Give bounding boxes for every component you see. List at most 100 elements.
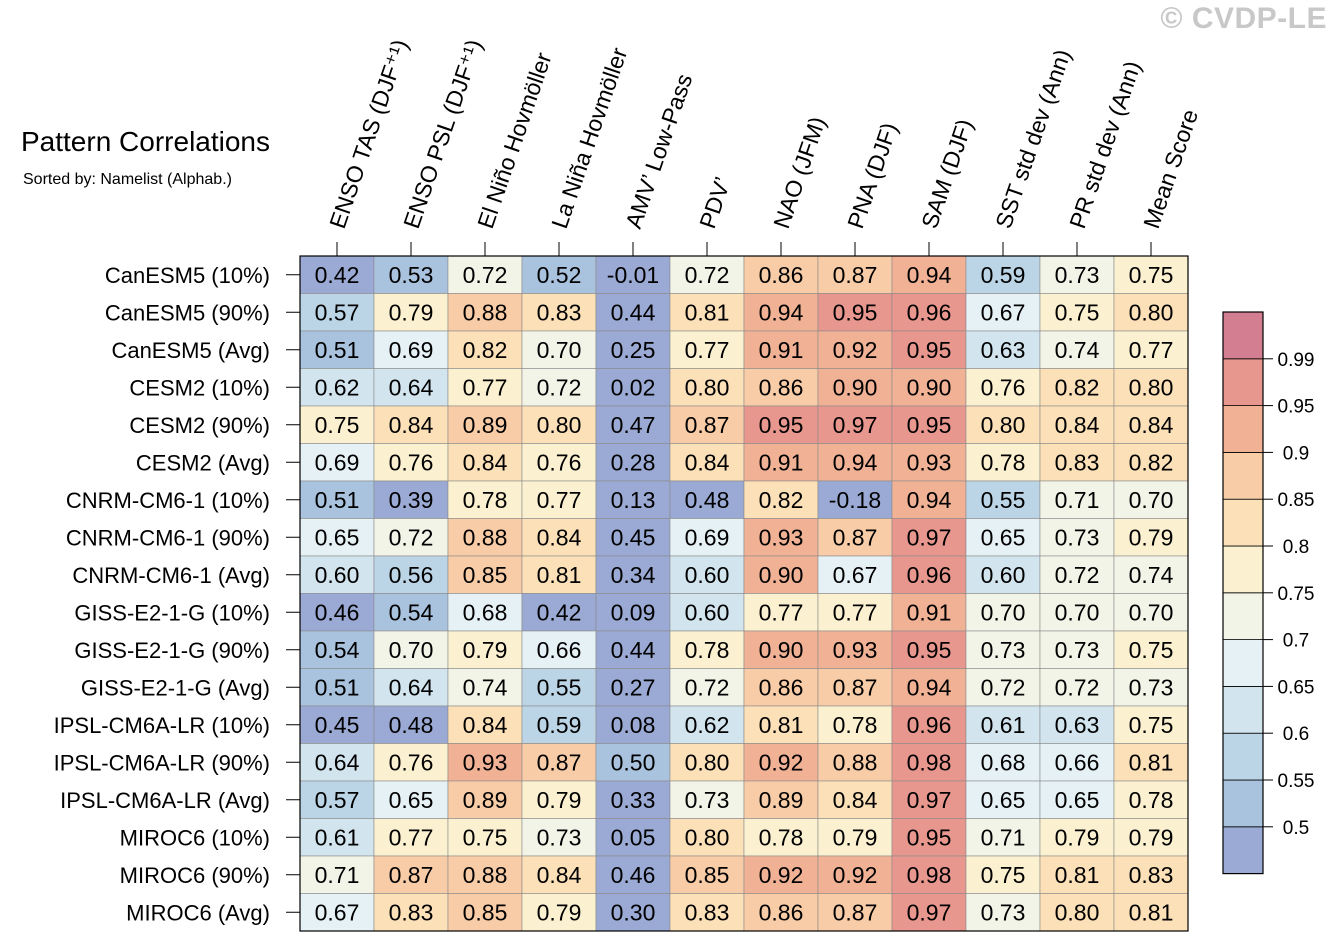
heatmap-cell bbox=[1039, 780, 1115, 819]
cell-value: 0.75 bbox=[315, 412, 360, 438]
heatmap-cell bbox=[521, 818, 597, 857]
cell-value: 0.28 bbox=[611, 449, 656, 475]
heatmap-cell bbox=[1039, 593, 1115, 632]
cell-value: 0.95 bbox=[833, 299, 878, 325]
heatmap-cell bbox=[743, 630, 819, 669]
cell-value: 0.93 bbox=[907, 449, 952, 475]
cell-value: 0.09 bbox=[611, 599, 656, 625]
heatmap-cell bbox=[447, 555, 523, 594]
cell-value: 0.47 bbox=[611, 412, 656, 438]
cell-value: 0.83 bbox=[537, 299, 582, 325]
cell-value: 0.59 bbox=[981, 262, 1026, 288]
heatmap-cell bbox=[447, 743, 523, 782]
heatmap-cell bbox=[373, 368, 449, 407]
cell-value: 0.81 bbox=[1129, 899, 1174, 925]
cell-value: 0.80 bbox=[1129, 374, 1174, 400]
row-label: MIROC6 (10%) bbox=[120, 825, 270, 850]
cell-value: -0.18 bbox=[829, 487, 881, 513]
row-label: CNRM-CM6-1 (10%) bbox=[66, 488, 270, 513]
cell-value: 0.84 bbox=[463, 712, 508, 738]
cell-value: 0.74 bbox=[1129, 562, 1174, 588]
heatmap-cell bbox=[1113, 668, 1189, 707]
cell-value: 0.68 bbox=[981, 749, 1026, 775]
heatmap-cell bbox=[299, 293, 375, 332]
heatmap-cell bbox=[595, 480, 671, 519]
column-label: El Niño Hovmöller bbox=[472, 49, 557, 232]
heatmap-cell bbox=[1039, 893, 1115, 932]
cell-value: 0.66 bbox=[1055, 749, 1100, 775]
heatmap-cell bbox=[891, 443, 967, 482]
cell-value: 0.51 bbox=[315, 674, 360, 700]
cell-value: 0.84 bbox=[463, 449, 508, 475]
heatmap-cell bbox=[891, 518, 967, 557]
heatmap-cell bbox=[447, 368, 523, 407]
heatmap-cell bbox=[1113, 630, 1189, 669]
heatmap-cell bbox=[373, 705, 449, 744]
cell-value: 0.65 bbox=[1055, 787, 1100, 813]
cell-value: 0.84 bbox=[833, 787, 878, 813]
heatmap-cell bbox=[447, 593, 523, 632]
cell-value: 0.77 bbox=[759, 599, 804, 625]
cell-value: 0.82 bbox=[1129, 449, 1174, 475]
cell-value: 0.87 bbox=[833, 524, 878, 550]
heatmap-cell bbox=[965, 555, 1041, 594]
heatmap-cell bbox=[743, 293, 819, 332]
cell-value: 0.75 bbox=[981, 862, 1026, 888]
cell-value: 0.89 bbox=[759, 787, 804, 813]
row-label: CanESM5 (90%) bbox=[105, 300, 270, 325]
cell-value: 0.95 bbox=[907, 637, 952, 663]
cell-value: 0.46 bbox=[611, 862, 656, 888]
cell-value: 0.25 bbox=[611, 337, 656, 363]
cell-value: 0.73 bbox=[981, 899, 1026, 925]
cell-value: 0.62 bbox=[315, 374, 360, 400]
row-label: CNRM-CM6-1 (90%) bbox=[66, 525, 270, 550]
heatmap-cell bbox=[965, 368, 1041, 407]
cell-value: 0.69 bbox=[389, 337, 434, 363]
column-label: PDV’ bbox=[694, 174, 736, 232]
heatmap-cell bbox=[299, 555, 375, 594]
heatmap-cell bbox=[891, 368, 967, 407]
cell-value: 0.78 bbox=[833, 712, 878, 738]
heatmap-cell bbox=[891, 705, 967, 744]
heatmap-cell bbox=[299, 855, 375, 894]
cell-value: 0.95 bbox=[759, 412, 804, 438]
cell-value: 0.67 bbox=[315, 899, 360, 925]
cell-value: 0.95 bbox=[907, 824, 952, 850]
cell-value: 0.97 bbox=[907, 787, 952, 813]
heatmap-cell bbox=[1113, 330, 1189, 369]
cell-value: 0.81 bbox=[759, 712, 804, 738]
heatmap-cell bbox=[447, 855, 523, 894]
heatmap-cell bbox=[817, 555, 893, 594]
row-label: GISS-E2-1-G (90%) bbox=[74, 638, 270, 663]
cell-value: 0.78 bbox=[759, 824, 804, 850]
cell-value: 0.87 bbox=[833, 899, 878, 925]
heatmap-cell bbox=[669, 818, 745, 857]
cell-value: 0.70 bbox=[389, 637, 434, 663]
heatmap-cell bbox=[669, 293, 745, 332]
cell-value: 0.73 bbox=[1055, 637, 1100, 663]
cell-value: 0.65 bbox=[981, 524, 1026, 550]
heatmap-cell bbox=[595, 668, 671, 707]
cell-value: 0.75 bbox=[1129, 262, 1174, 288]
heatmap-cell bbox=[595, 593, 671, 632]
row-label: CanESM5 (10%) bbox=[105, 263, 270, 288]
cell-value: 0.64 bbox=[389, 374, 434, 400]
cell-value: 0.87 bbox=[389, 862, 434, 888]
cell-value: 0.62 bbox=[685, 712, 730, 738]
cell-value: 0.08 bbox=[611, 712, 656, 738]
cell-value: 0.72 bbox=[537, 374, 582, 400]
row-label: MIROC6 (Avg) bbox=[126, 900, 270, 925]
heatmap-cell bbox=[965, 668, 1041, 707]
heatmap-cell bbox=[373, 743, 449, 782]
cell-value: 0.81 bbox=[1129, 749, 1174, 775]
heatmap-cell bbox=[817, 630, 893, 669]
heatmap-cell bbox=[891, 780, 967, 819]
heatmap-cell bbox=[669, 480, 745, 519]
heatmap-cell bbox=[521, 443, 597, 482]
heatmap-cell bbox=[447, 893, 523, 932]
cell-value: 0.97 bbox=[907, 899, 952, 925]
heatmap-cell bbox=[669, 443, 745, 482]
cell-value: 0.84 bbox=[1129, 412, 1174, 438]
cell-value: 0.45 bbox=[611, 524, 656, 550]
